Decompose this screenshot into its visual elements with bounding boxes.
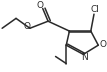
Text: Cl: Cl bbox=[90, 5, 99, 14]
Text: O: O bbox=[24, 22, 31, 31]
Text: O: O bbox=[99, 40, 106, 49]
Text: O: O bbox=[37, 1, 44, 10]
Text: N: N bbox=[82, 53, 88, 62]
